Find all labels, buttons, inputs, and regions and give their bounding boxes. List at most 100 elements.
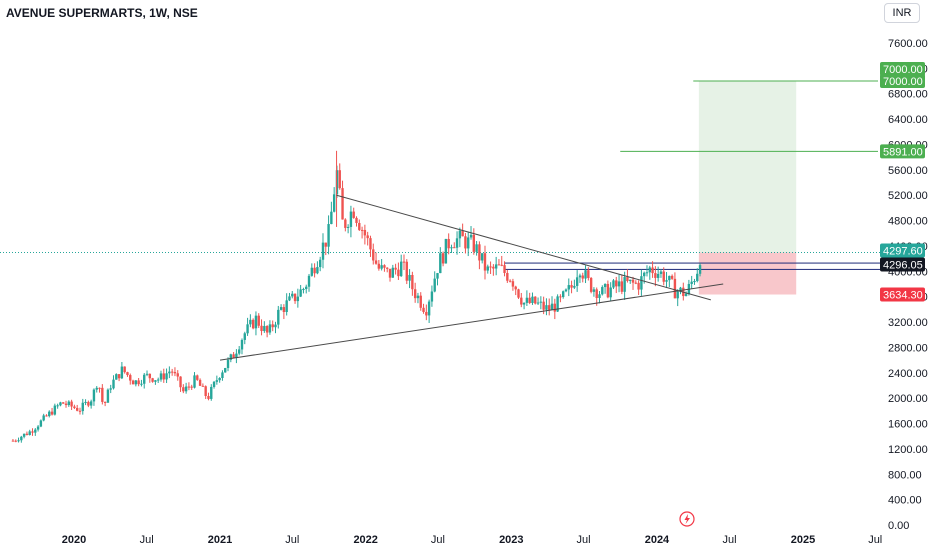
candle-body (89, 401, 93, 406)
x-axis-tick-label: Jul (431, 534, 445, 546)
candle-body (190, 386, 193, 388)
candle-body (369, 238, 372, 250)
candle-body (542, 301, 545, 310)
candle-body (184, 386, 188, 392)
candle-body (212, 381, 216, 387)
candle-body (316, 267, 319, 274)
y-axis-tick-label: 5200.00 (888, 190, 928, 202)
candle-body (332, 194, 336, 212)
candle-body (567, 285, 570, 290)
candle-body (472, 234, 476, 252)
candle-body (249, 319, 252, 325)
candle-body (151, 378, 154, 382)
candle-body (271, 324, 274, 328)
y-axis-tick-label: 2800.00 (888, 342, 928, 354)
candle-body (478, 244, 481, 261)
candle-body (615, 280, 618, 287)
candle-body (506, 272, 509, 281)
candle-body (221, 372, 224, 379)
candle-body (455, 238, 459, 248)
candle-body (346, 226, 350, 228)
candle-body (458, 230, 462, 239)
candle-body (254, 315, 258, 329)
candle-body (693, 281, 696, 283)
candle-body (22, 433, 26, 437)
candle-body (210, 386, 213, 399)
y-axis-tick-label: 6800.00 (888, 89, 928, 101)
candle-body (170, 371, 174, 373)
candles-group (11, 150, 702, 443)
candle-body (277, 309, 280, 325)
candle-body (84, 401, 87, 403)
x-axis-tick-label: Jul (868, 534, 882, 546)
candle-body (321, 242, 325, 260)
trendline (219, 283, 724, 361)
candle-body (95, 387, 98, 390)
candle-body (268, 324, 272, 333)
candle-body (313, 267, 316, 274)
candle-body (534, 296, 537, 304)
candle-body (106, 389, 110, 403)
resistance-band (504, 262, 882, 270)
candle-body (698, 265, 702, 274)
candle-body (42, 415, 45, 421)
candle-body (598, 294, 601, 299)
y-axis-tick-label: 4800.00 (888, 216, 928, 228)
candle-body (508, 280, 512, 282)
candle-body (103, 401, 107, 403)
candle-body (469, 234, 473, 238)
candle-body (626, 277, 629, 282)
candle-body (480, 253, 484, 261)
candle-body (578, 275, 582, 278)
candle-body (637, 282, 640, 290)
candle-body (156, 379, 160, 381)
level-price-badge: 7000.00 (883, 76, 923, 88)
candle-body (386, 267, 389, 269)
candle-body (31, 431, 34, 433)
x-axis-tick-label: Jul (285, 534, 299, 546)
candle-body (307, 275, 311, 287)
candle-body (243, 333, 246, 340)
x-axis-tick-label: 2025 (791, 534, 815, 546)
y-axis-tick-label: 6400.00 (888, 114, 928, 126)
candle-body (520, 297, 523, 305)
target-price-badge: 7000.00 (883, 64, 923, 76)
candle-body (612, 280, 615, 288)
candle-body (187, 386, 191, 388)
candle-body (123, 366, 126, 373)
candle-body (159, 373, 163, 380)
candle-body (229, 354, 233, 360)
profit-zone (698, 81, 797, 253)
trendline (336, 194, 711, 301)
entry-price-badge: 4296.05 (883, 260, 923, 272)
candle-body (215, 380, 219, 382)
candle-body (120, 366, 124, 379)
candle-body (539, 301, 543, 303)
currency-button[interactable]: INR (884, 3, 920, 23)
candle-body (391, 267, 395, 278)
candle-body (394, 267, 397, 270)
candle-body (439, 253, 442, 274)
candle-body (207, 395, 210, 399)
candle-body (260, 325, 263, 332)
candle-body (349, 211, 353, 227)
candle-body (168, 371, 171, 374)
candle-body (39, 420, 43, 427)
candle-body (450, 247, 453, 249)
candle-body (324, 242, 327, 247)
candle-body (81, 402, 84, 412)
candle-body (352, 211, 355, 218)
candle-body (668, 275, 671, 281)
candle-body (651, 267, 654, 274)
candle-body (492, 266, 495, 269)
y-axis-tick-label: 2000.00 (888, 393, 928, 405)
candle-body (408, 274, 411, 281)
candle-body (548, 305, 551, 310)
candle-body (218, 378, 221, 381)
candle-body (137, 380, 140, 385)
candle-body (556, 296, 559, 312)
candle-body (17, 440, 20, 442)
y-axis-tick-label: 7600.00 (888, 38, 928, 50)
